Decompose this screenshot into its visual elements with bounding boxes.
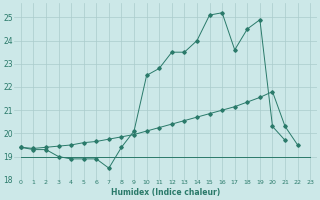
X-axis label: Humidex (Indice chaleur): Humidex (Indice chaleur) bbox=[111, 188, 220, 197]
